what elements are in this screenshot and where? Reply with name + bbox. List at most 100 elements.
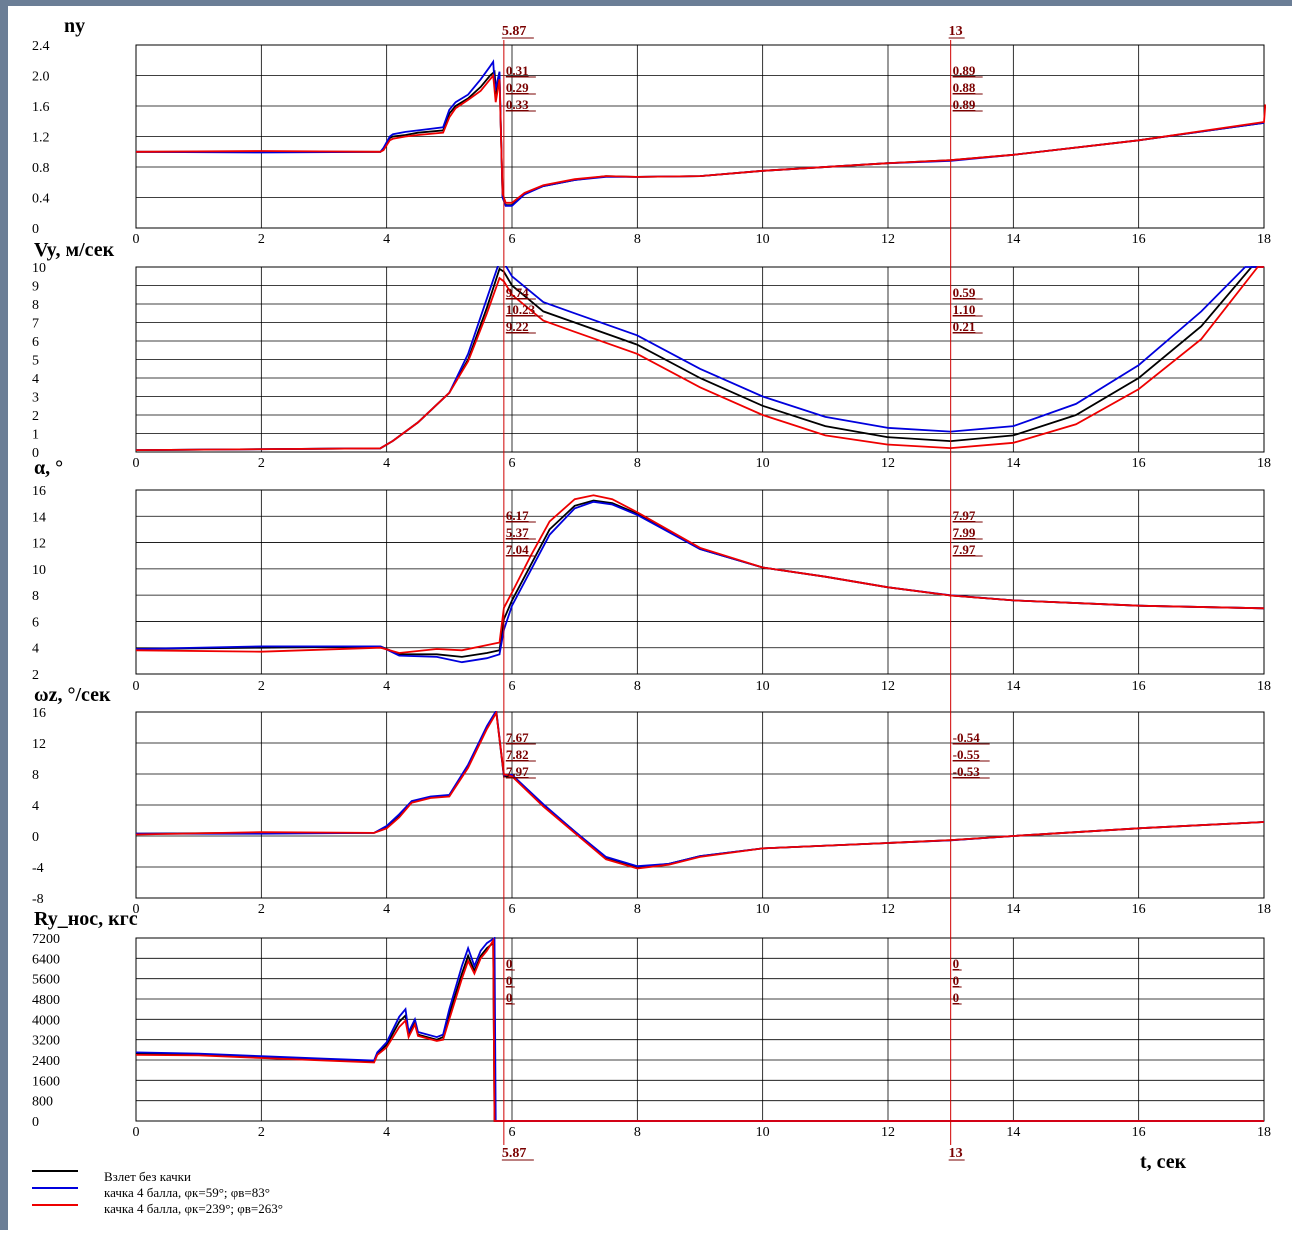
y-tick-label: 0 — [32, 222, 39, 237]
cursor-label-top-1: 13 — [949, 24, 963, 39]
legend-label-2: качка 4 балла, φк=239°; φв=263° — [104, 1201, 283, 1216]
cursor-value-label: 0.88 — [953, 80, 976, 95]
y-tick-label: 1.2 — [32, 131, 50, 146]
y-tick-label: 4 — [32, 799, 39, 814]
x-axis-label: t, сек — [1140, 1151, 1187, 1173]
y-tick-label: 14 — [32, 510, 46, 525]
legend-label-1: качка 4 балла, φк=59°; φв=83° — [104, 1185, 270, 1200]
y-tick-label: 8 — [32, 298, 39, 313]
x-tick-label: 8 — [634, 232, 641, 247]
y-tick-label: 4 — [32, 372, 39, 387]
cursor-value-label: 10.23 — [506, 302, 536, 317]
x-tick-label: 6 — [509, 1125, 516, 1140]
cursor-value-label: 0 — [953, 956, 960, 971]
cursor-value-label: 7.97 — [506, 764, 529, 779]
x-tick-label: 16 — [1132, 679, 1146, 694]
x-tick-label: 6 — [509, 902, 516, 917]
y-tick-label: 0 — [32, 446, 39, 461]
x-tick-label: 4 — [383, 456, 390, 471]
cursor-value-label: 1.10 — [953, 302, 976, 317]
y-tick-label: 2.0 — [32, 70, 50, 85]
x-tick-label: 8 — [634, 679, 641, 694]
x-tick-label: 16 — [1132, 1125, 1146, 1140]
x-tick-label: 2 — [258, 456, 265, 471]
panels-layer: 00.40.81.21.62.02.40 2 4 6 8 10 12 14 16 18ny0.31… — [32, 15, 1271, 1140]
cursor-value-label: 5.37 — [506, 525, 529, 540]
x-tick-label: 6 — [509, 679, 516, 694]
panel-0: 0 0.4 0.8 1.2 1.6 2.0 2.4 0 2 4 6 8 10 12 14 16 18 ny 0.31… — [32, 15, 1271, 247]
x-tick-label: 14 — [1006, 232, 1020, 247]
x-tick-label: 0 — [133, 902, 140, 917]
y-tick-label: 16 — [32, 484, 46, 499]
y-tick-label: 4000 — [32, 1013, 60, 1028]
x-tick-label: 12 — [881, 232, 895, 247]
y-tick-label: 5600 — [32, 973, 60, 988]
legend: Взлет без качки качка 4 балла, φк=59°; φ… — [32, 1169, 283, 1216]
x-tick-label: 2 — [258, 679, 265, 694]
cursor-value-label: 7.99 — [953, 525, 976, 540]
cursor-value-label: -0.55 — [953, 747, 981, 762]
panel-3: -8 -4 0 4 8 12 16 0 2 4 6 8 10 12 14 16 18 ωz, °/сек 7.67 7… — [32, 684, 1271, 917]
series-line-2 — [136, 73, 1266, 204]
y-tick-label: 0 — [32, 830, 39, 845]
cursors-layer: 5.87 5.87 13 13 — [501, 24, 965, 1161]
x-tick-label: 16 — [1132, 456, 1146, 471]
x-tick-label: 10 — [756, 1125, 770, 1140]
cursor-value-label: 7.04 — [506, 542, 529, 557]
x-tick-label: 2 — [258, 232, 265, 247]
y-tick-label: 6400 — [32, 952, 60, 967]
x-tick-label: 4 — [383, 232, 390, 247]
cursor-value-label: 0.31 — [506, 63, 529, 78]
x-tick-label: 10 — [756, 679, 770, 694]
y-tick-label: 5 — [32, 354, 39, 369]
cursor-value-label: -0.53 — [953, 764, 981, 779]
x-tick-label: 14 — [1006, 902, 1020, 917]
x-tick-label: 0 — [133, 456, 140, 471]
panel-title: Ry_нос, кгс — [34, 908, 138, 930]
x-tick-label: 0 — [133, 679, 140, 694]
y-tick-label: -4 — [32, 861, 44, 876]
cursor-value-label: 0.59 — [953, 285, 976, 300]
y-tick-label: 800 — [32, 1095, 53, 1110]
cursor-value-label: 0 — [953, 973, 960, 988]
cursor-value-label: 0 — [506, 973, 513, 988]
x-tick-label: 12 — [881, 679, 895, 694]
series-line-2 — [136, 494, 1265, 654]
cursor-value-label: 0 — [506, 956, 513, 971]
cursor-value-label: 6.17 — [506, 508, 529, 523]
y-tick-label: 3200 — [32, 1034, 60, 1049]
panel-title: ny — [64, 15, 85, 37]
x-tick-label: 0 — [133, 1125, 140, 1140]
panel-title: Vy, м/сек — [34, 239, 115, 261]
x-tick-label: 4 — [383, 902, 390, 917]
x-tick-label: 14 — [1006, 456, 1020, 471]
x-tick-label: 14 — [1006, 1125, 1020, 1140]
x-tick-label: 18 — [1257, 456, 1271, 471]
y-tick-label: 4 — [32, 642, 39, 657]
x-tick-label: 10 — [756, 902, 770, 917]
cursor-value-label: 0.89 — [953, 63, 976, 78]
x-tick-label: 8 — [634, 456, 641, 471]
cursor-value-label: 7.82 — [506, 747, 529, 762]
cursor-value-label: 0.29 — [506, 80, 529, 95]
cursor-value-label: 0.33 — [506, 97, 529, 112]
y-tick-label: 1 — [32, 428, 39, 443]
top-edge-band — [0, 0, 1292, 6]
y-tick-label: 9 — [32, 280, 39, 295]
y-tick-label: 7200 — [32, 932, 60, 947]
cursor-value-label: 7.97 — [953, 542, 976, 557]
cursor-value-label: -0.54 — [953, 730, 981, 745]
cursor-value-label: 9.74 — [506, 285, 529, 300]
y-tick-label: 6 — [32, 335, 39, 350]
legend-label-0: Взлет без качки — [104, 1169, 191, 1184]
y-tick-label: 8 — [32, 589, 39, 604]
y-tick-label: 2 — [32, 668, 39, 683]
y-tick-label: 1.6 — [32, 100, 50, 115]
cursor-label-bottom-0: 5.87 — [502, 1146, 527, 1161]
y-tick-label: 0.8 — [32, 161, 50, 176]
